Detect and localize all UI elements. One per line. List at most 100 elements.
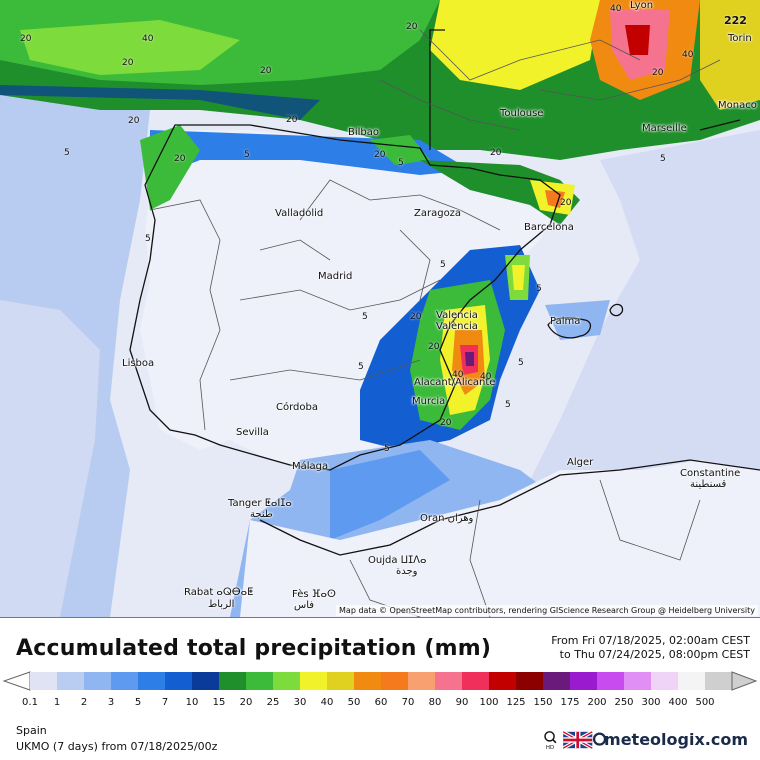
isoline-label: 40 [480,372,492,382]
legend-swatch [111,672,139,690]
legend-swatch [57,672,85,690]
city-name: Valencia [436,310,478,321]
legend-tick-label: 250 [614,697,634,708]
map-attribution[interactable]: Map data © OpenStreetMap contributors, r… [336,605,758,616]
isoline-label: 20 [20,34,32,44]
period-from: From Fri 07/18/2025, 02:00am CEST [551,634,750,647]
legend-tick-label: 30 [293,697,307,708]
isoline-label: 5 [362,312,368,322]
legend-swatch [192,672,220,690]
legend-tick-label: 10 [185,697,199,708]
city-name: Málaga [292,461,329,472]
footer-icons: HD [544,730,607,750]
city-name: València [436,321,478,332]
legend-swatch [462,672,490,690]
city-name: Oran وهران [420,513,474,524]
legend-tick-label: 300 [641,697,661,708]
city-name: Marseille [642,123,687,134]
city-name: Monaco [718,100,757,111]
city-name: Alacant/Alicante [414,377,496,388]
city-name: وجدة [396,566,418,577]
city-label: Lyon [630,0,653,11]
city-label: Monaco [718,100,757,111]
city-name: Murcia [412,396,446,407]
city-label: Valladolid [275,208,323,219]
svg-text:HD: HD [546,745,554,750]
isoline-label: 20 [286,115,298,125]
hd-zoom-icon[interactable]: HD [544,731,557,750]
isoline-label: 40 [142,34,154,44]
color-legend [2,671,758,691]
legend-tick-label: 5 [134,697,142,708]
legend-swatch [381,672,409,690]
time-period: From Fri 07/18/2025, 02:00am CEST to Thu… [551,634,750,662]
legend-tick-label: 125 [506,697,526,708]
city-name: Barcelona [524,222,574,233]
legend-swatch [84,672,112,690]
legend-tick-label: 200 [587,697,607,708]
legend-arrow-low [2,671,31,691]
legend-swatch [327,672,355,690]
city-name: Constantine [680,468,741,479]
legend-tick-label: 500 [695,697,715,708]
city-name: قسنطينة [690,479,727,490]
isoline-label: 40 [682,50,694,60]
map-canvas [0,0,760,617]
city-label: Murcia [412,396,445,407]
city-label: Alger [567,457,593,468]
legend-tick-label: 2 [80,697,88,708]
city-label: Zaragoza [414,208,461,219]
legend-swatch [543,672,571,690]
legend-tick-label: 20 [239,697,253,708]
isoline-label: 20 [174,154,186,164]
city-label: Toulouse [500,108,543,119]
legend-tick-label: 50 [347,697,361,708]
legend-swatch [624,672,652,690]
brand-logo-text[interactable]: meteologix.com [604,730,748,749]
city-name: Lyon [630,0,654,11]
legend-tick-label: 1 [53,697,61,708]
city-label: طنجة [250,509,273,520]
city-label: الرباط [208,599,234,610]
legend-tick-label: 70 [401,697,415,708]
city-name: Palma [550,316,581,327]
isoline-label: 5 [145,234,151,244]
city-name: Córdoba [276,402,318,413]
legend-tick-label: 15 [212,697,226,708]
isoline-label: 20 [490,148,502,158]
city-label: فاس [294,600,314,611]
city-label: Constantine [680,468,740,479]
uk-flag-icon[interactable] [562,730,594,750]
legend-labels: 0.1 1 2 3 5 7 10 15 20 25 30 40 50 60 70 80 90 100 125 150 1… [0,697,760,711]
legend-swatch [705,672,733,690]
period-to: to Thu 07/24/2025, 08:00pm CEST [559,648,750,661]
precipitation-map[interactable]: Lyon Torin Monaco Toulouse Marseille Bil… [0,0,760,618]
city-name: Toulouse [500,108,544,119]
legend-swatch [219,672,247,690]
legend-tick-label: 80 [428,697,442,708]
city-label: València [436,321,478,332]
legend-swatch [354,672,382,690]
legend-tick-label: 150 [533,697,553,708]
city-label: Alacant/Alicante [414,377,495,388]
city-label: Lisboa [122,358,154,369]
city-name: Lisboa [122,358,155,369]
city-name: Tanger ⵟⴰⵏⵊⴰ [228,498,292,509]
region-label: Spain [16,724,47,737]
city-label: Sevilla [236,427,269,438]
isoline-label: 20 [560,198,572,208]
city-label: Bilbao [348,127,379,138]
legend-tick-label: 175 [560,697,580,708]
model-info: UKMO (7 days) from 07/18/2025/00z [16,740,218,753]
legend-swatch [651,672,679,690]
city-label: وجدة [396,566,418,577]
isoline-label: 40 [452,370,464,380]
legend-swatch [516,672,544,690]
city-name: Valladolid [275,208,324,219]
isoline-label: 20 [122,58,134,68]
isoline-label: 5 [505,400,511,410]
city-label: Oujda ⵡⵊⴷⴰ [368,555,427,566]
isoline-label: 40 [610,4,622,14]
city-label: Barcelona [524,222,574,233]
isoline-label: 20 [652,68,664,78]
